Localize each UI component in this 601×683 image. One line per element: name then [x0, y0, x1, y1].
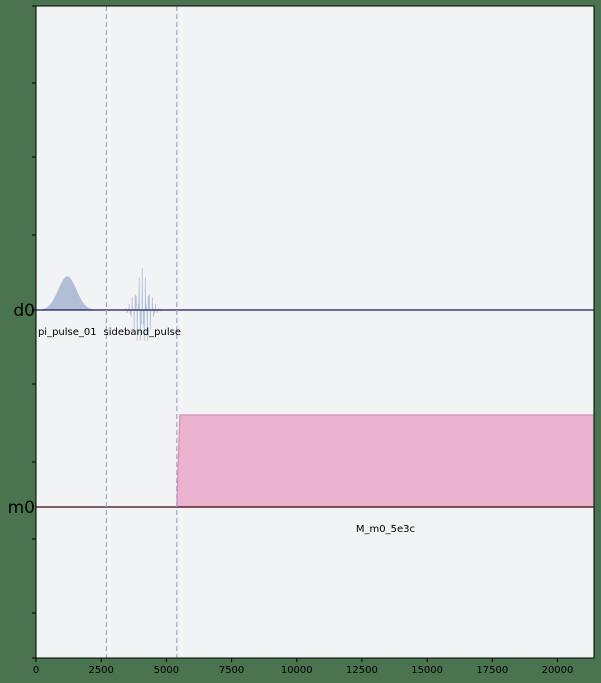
- pulse-pi_pulse_01: [39, 276, 95, 310]
- barriers-layer: [105, 6, 178, 658]
- pulse-M_m0_5e3c: [176, 414, 595, 508]
- x-tick-label: 12500: [346, 665, 378, 676]
- plot-area: [36, 6, 594, 658]
- pulse-sideband_pulse: [121, 268, 163, 342]
- x-tick-label: 17500: [476, 665, 508, 676]
- x-tick-label: 5000: [154, 665, 179, 676]
- pulse-label: pi_pulse_01: [38, 327, 97, 338]
- plot-frame: [35, 5, 595, 659]
- x-tick-label: 15000: [411, 665, 443, 676]
- x-tick-label: 7500: [219, 665, 244, 676]
- x-tick-label: 0: [33, 665, 39, 676]
- axes-layer: 0 2500 5000 7500 10000 12500 15000 17500 20000: [32, 5, 574, 676]
- x-tick-label: 20000: [542, 665, 574, 676]
- pulse-label: M_m0_5e3c: [356, 524, 415, 535]
- pulse-envelope: [176, 414, 595, 508]
- pulse-label: sideband_pulse: [104, 327, 181, 338]
- channel-label-m0: m0: [8, 498, 35, 518]
- x-tick-label: 10000: [281, 665, 313, 676]
- labels-layer: pi_pulse_01 sideband_pulse M_m0_5e3c d0 m0: [8, 301, 415, 535]
- channels-layer: [36, 309, 594, 508]
- channel-label-d0: d0: [13, 301, 35, 321]
- x-tick-label: 2500: [88, 665, 113, 676]
